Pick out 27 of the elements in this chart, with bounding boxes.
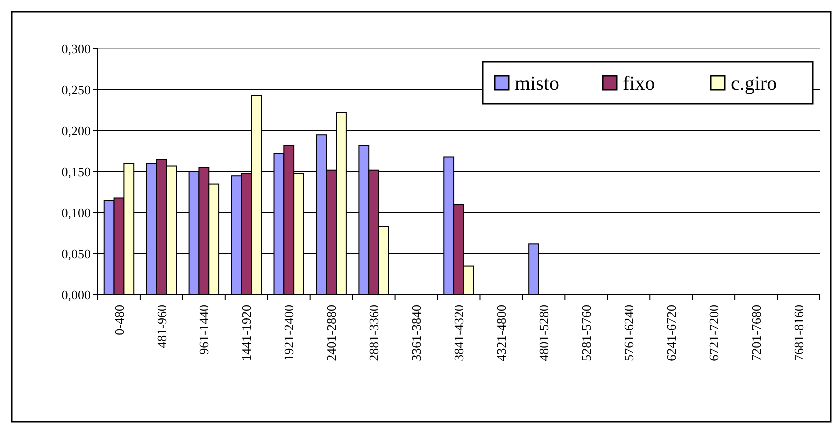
- x-tick-label: 7201-7680: [748, 305, 764, 362]
- x-tick-label: 1921-2400: [282, 305, 297, 362]
- x-tick-label: 4321-4800: [494, 305, 510, 362]
- y-tick-label: 0,150: [62, 164, 91, 180]
- x-tick-label: 4801-5280: [536, 305, 552, 362]
- y-tick-label: 0,100: [62, 206, 91, 221]
- y-tick-label: 0,250: [62, 82, 91, 98]
- y-tick-label: 0,050: [62, 246, 91, 262]
- legend-label: c.giro: [731, 73, 778, 95]
- x-tick-label: 2401-2880: [324, 305, 340, 362]
- y-tick-label: 0,200: [62, 124, 91, 139]
- y-tick-label: 0,300: [62, 42, 91, 57]
- x-tick-label: 961-1440: [196, 305, 212, 355]
- legend-label: fixo: [623, 73, 656, 95]
- y-tick-label: 0,000: [62, 288, 91, 303]
- x-tick-label: 2881-3360: [366, 305, 382, 362]
- x-tick-label: 5281-5760: [578, 305, 594, 362]
- x-tick-label: 5761-6240: [621, 305, 636, 362]
- x-tick-label: 3361-3840: [409, 305, 424, 362]
- x-tick-label: 6241-6720: [664, 305, 679, 362]
- x-tick-label: 7681-8160: [791, 305, 806, 362]
- x-tick-label: 481-960: [154, 305, 170, 348]
- x-tick-label: 1441-1920: [239, 305, 254, 362]
- x-tick-label: 0-480: [112, 305, 127, 336]
- x-tick-label: 6721-7200: [706, 305, 722, 362]
- legend-label: misto: [515, 73, 560, 95]
- x-tick-label: 3841-4320: [452, 305, 467, 362]
